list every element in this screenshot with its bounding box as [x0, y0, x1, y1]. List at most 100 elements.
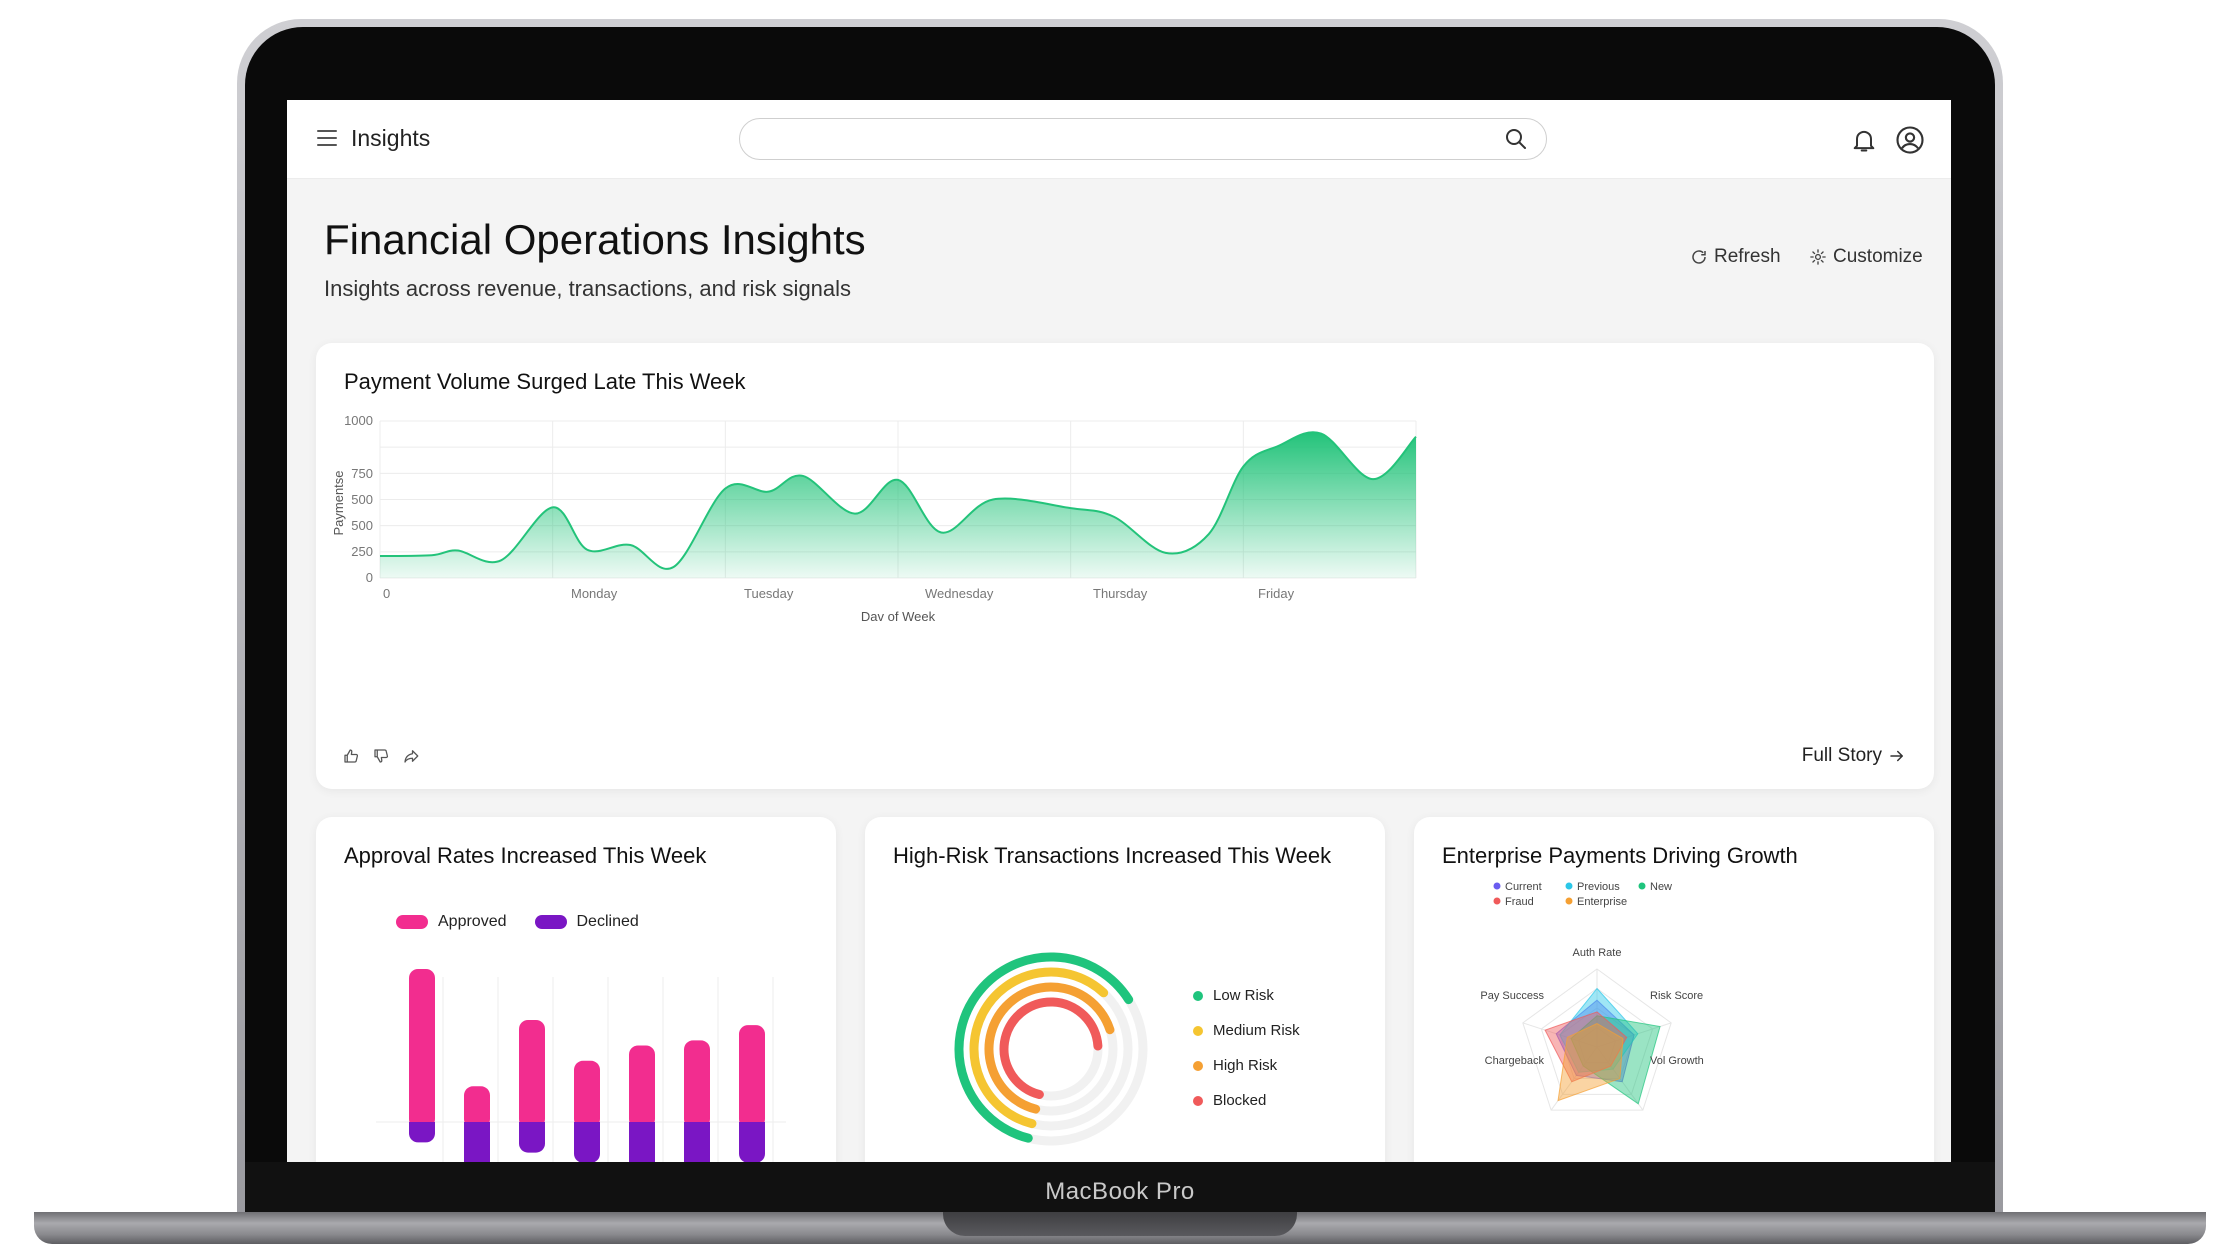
page-title: Financial Operations Insights [324, 216, 866, 263]
card-title: Approval Rates Increased This Week [344, 843, 707, 868]
customize-button[interactable]: Customize [1809, 246, 1923, 268]
risk-legend: Low Risk Medium Risk High Risk Blocked [1193, 987, 1300, 1109]
bar-group [574, 1060, 600, 1162]
legend-dot [1493, 897, 1501, 905]
radar-series [1555, 999, 1635, 1083]
bar-declined-top [739, 1122, 765, 1132]
device-label: MacBook Pro [1045, 1178, 1195, 1205]
card-title: Payment Volume Surged Late This Week [344, 369, 746, 394]
ring-high-risk [984, 982, 1115, 1114]
bar-approved [519, 1020, 545, 1128]
radar-legend: Current Previous New Fraud Enterprise [1493, 881, 1672, 908]
x-tick-label: Friday [1258, 586, 1295, 601]
bar-declined-top [629, 1122, 655, 1132]
x-tick-label: Thursday [1093, 586, 1148, 601]
x-tick-label: Monday [571, 586, 618, 601]
share-icon[interactable] [402, 747, 420, 765]
radar-series [1557, 1023, 1624, 1102]
y-tick-label: 750 [351, 466, 373, 481]
bar-approved [739, 1025, 765, 1128]
thumbs-down-icon[interactable] [372, 747, 390, 765]
bar-group [684, 1040, 710, 1162]
bar-declined-top [409, 1122, 435, 1132]
area-fill [380, 432, 1416, 578]
y-tick-label: 0 [366, 570, 373, 585]
radar-axis-label: Pay Success [1480, 990, 1544, 1002]
full-story-label: Full Story [1801, 745, 1882, 766]
refresh-icon [1692, 250, 1706, 264]
legend-label: Previous [1577, 881, 1620, 893]
radar-axis-label: Vol Growth [1650, 1055, 1704, 1067]
ring-low-risk [954, 952, 1134, 1143]
legend-dot [1565, 897, 1573, 905]
bar-group [409, 969, 435, 1143]
payment-volume-chart: 0 250 500 500 750 1000 0 Monday Tuesday Wednesday… [331, 413, 1417, 624]
gear-icon [1810, 249, 1826, 265]
bar-approved [464, 1086, 490, 1128]
bar-approved [629, 1045, 655, 1128]
x-tick-label: Wednesday [925, 586, 994, 601]
bar-declined [629, 1122, 655, 1162]
thumbs-up-icon[interactable] [342, 747, 360, 765]
refresh-label: Refresh [1714, 246, 1781, 267]
bar-group [464, 1086, 490, 1162]
laptop-chin [245, 1162, 1995, 1219]
search-icon[interactable] [1504, 127, 1528, 151]
legend-item-medium-risk: Medium Risk [1193, 1022, 1300, 1039]
y-tick-label: 500 [351, 518, 373, 533]
bar-group [629, 1045, 655, 1162]
legend-swatch-declined [534, 915, 567, 929]
full-story-link[interactable]: Full Story [1802, 745, 1906, 767]
radar-axis-label: Chargeback [1485, 1055, 1545, 1067]
bell-icon[interactable] [1850, 126, 1878, 154]
radar-grid [1540, 987, 1654, 1095]
approval-legend: Approved Declined [396, 913, 639, 931]
legend-label-declined: Declined [576, 913, 639, 930]
x-tick-label: Tuesday [744, 586, 794, 601]
bar-group [519, 1020, 545, 1153]
page-subtitle: Insights across revenue, transactions, a… [324, 276, 852, 301]
card-title: Enterprise Payments Driving Growth [1442, 843, 1798, 868]
radar-series [1559, 987, 1639, 1073]
enterprise-radar-chart: Current Previous New Fraud Enterprise Auth Ra… [1480, 881, 1704, 1111]
bar-declined [574, 1122, 600, 1162]
legend-label: New [1650, 881, 1672, 893]
legend-label: Enterprise [1577, 896, 1627, 908]
bar-declined [739, 1122, 765, 1162]
bar-group [739, 1025, 765, 1162]
app-title: Insights [351, 125, 431, 151]
y-tick-label: 1000 [344, 413, 373, 428]
legend-label-approved: Approved [438, 913, 507, 930]
card-title: High-Risk Transactions Increased This We… [893, 843, 1332, 868]
x-tick-label: 0 [383, 586, 390, 601]
legend-dot [1638, 882, 1646, 890]
refresh-button[interactable]: Refresh [1690, 246, 1781, 268]
feedback-actions [342, 747, 420, 765]
bar-approved [574, 1060, 600, 1128]
app-screen: Insights Financial Operations Insights I… [287, 100, 1951, 1162]
legend-label: Current [1505, 881, 1542, 893]
bar-declined [684, 1122, 710, 1162]
y-tick-label: 500 [351, 492, 373, 507]
area-line [379, 431, 1417, 570]
legend-swatch-approved [396, 915, 428, 929]
user-icon[interactable] [1895, 125, 1925, 155]
approval-bar-chart [376, 969, 786, 1162]
radar-spoke [1550, 1046, 1598, 1111]
y-tick-label: 250 [351, 544, 373, 559]
legend-item-blocked: Blocked [1193, 1092, 1300, 1109]
approval-rates-card: Approval Rates Increased This Week Appro… [316, 817, 836, 1162]
laptop-notch [943, 1212, 1297, 1236]
risk-radial-chart [954, 952, 1148, 1146]
ring-blocked [999, 997, 1103, 1100]
menu-icon[interactable] [317, 130, 337, 146]
legend-dot [1493, 882, 1501, 890]
bar-declined-top [574, 1122, 600, 1132]
app-bar: Insights [287, 100, 1951, 179]
radar-grid [1577, 1026, 1617, 1064]
radar-grid [1522, 968, 1672, 1111]
radar-axis-label: Risk Score [1650, 990, 1703, 1002]
customize-label: Customize [1833, 246, 1923, 267]
search-bar[interactable] [739, 118, 1547, 160]
y-axis-title: Paymentse [331, 470, 346, 535]
